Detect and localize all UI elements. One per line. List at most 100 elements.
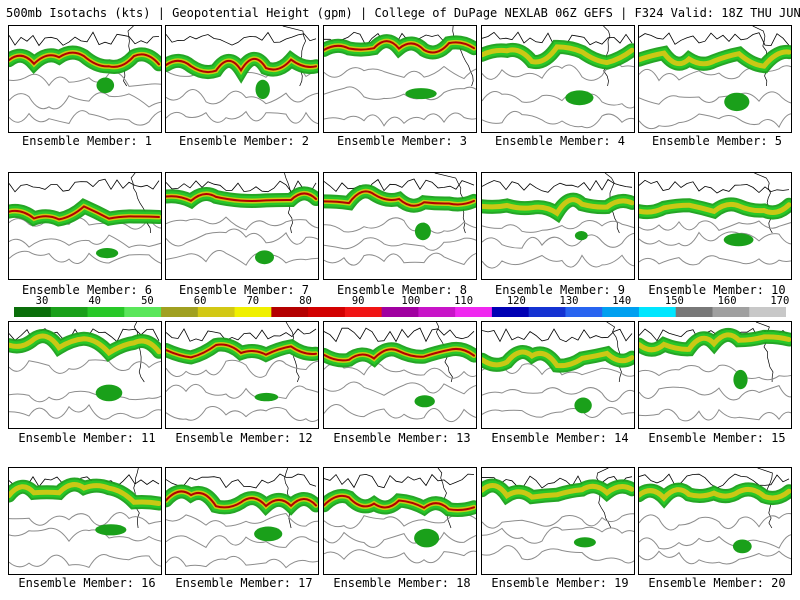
- isotach-band: [482, 197, 634, 217]
- panel-label: Ensemble Member: 5: [651, 134, 783, 148]
- height-contour: [639, 91, 791, 105]
- colorbar-swatch: [14, 307, 52, 317]
- coastline-lines: [282, 26, 306, 87]
- colorbar-swatch: [602, 307, 640, 317]
- height-contour: [9, 71, 161, 87]
- isotach-blob: [95, 384, 123, 402]
- height-contour: [482, 545, 634, 564]
- isotach-band: [9, 205, 160, 221]
- height-contour: [9, 250, 161, 264]
- isotach-blob: [255, 79, 270, 100]
- isotach-blob: [573, 537, 596, 548]
- isotach-band: [324, 494, 475, 512]
- panel-label: Ensemble Member: 19: [491, 576, 629, 590]
- colorbar-swatch: [344, 307, 383, 317]
- height-contour: [324, 362, 476, 379]
- height-contour: [639, 384, 791, 401]
- map-panel-member-13: [323, 321, 477, 429]
- height-contour: [9, 512, 161, 526]
- colorbar-swatch: [197, 307, 236, 317]
- colorbar-tick-label: 80: [299, 295, 312, 307]
- map-panel-member-7: [165, 172, 319, 280]
- height-contour: [9, 92, 161, 110]
- height-contour: [482, 233, 634, 249]
- height-contour: [482, 513, 634, 529]
- isotach-band: [166, 343, 317, 359]
- colorbar-swatch: [87, 307, 125, 317]
- height-contour: [166, 535, 318, 549]
- isotach-blob: [254, 392, 279, 402]
- isotach-blob: [414, 222, 431, 241]
- height-contour: [324, 217, 476, 234]
- isotach-blob: [255, 250, 274, 265]
- panel-label: Ensemble Member: 14: [491, 431, 629, 445]
- map-panel-member-18: [323, 467, 477, 575]
- height-contour: [639, 255, 791, 266]
- isotach-band: [9, 482, 161, 506]
- map-panel-member-17: [165, 467, 319, 575]
- colorbar-swatch: [491, 307, 530, 317]
- map-panel-member-2: [165, 25, 319, 133]
- height-contour: [166, 555, 318, 569]
- isotach-blob: [724, 92, 750, 112]
- coastline-lines: [133, 322, 145, 383]
- height-contour: [482, 407, 634, 418]
- map-panel-member-1: [8, 25, 162, 133]
- height-contour: [324, 252, 476, 266]
- colorbar-tick-label: 150: [664, 295, 684, 307]
- height-contour: [9, 527, 161, 543]
- height-contour: [324, 404, 476, 423]
- map-panel-member-6: [8, 172, 162, 280]
- isotach-blob: [723, 233, 754, 247]
- coastline-lines: [482, 475, 633, 489]
- height-contour: [166, 249, 318, 266]
- panel-label: Ensemble Member: 18: [333, 576, 471, 590]
- height-contour: [639, 534, 791, 550]
- colorbar-swatch: [528, 307, 566, 317]
- height-contour: [166, 512, 318, 527]
- isotach-blob: [405, 88, 437, 100]
- isotach-band: [9, 51, 160, 68]
- coastline-lines: [9, 31, 160, 47]
- colorbar-swatch: [381, 307, 419, 317]
- colorbar-swatch: [124, 307, 162, 317]
- height-contour: [166, 216, 318, 231]
- panel-label: Ensemble Member: 15: [648, 431, 786, 445]
- panel-label: Ensemble Member: 16: [18, 576, 156, 590]
- coastline-lines: [452, 26, 474, 87]
- height-contour: [482, 387, 634, 403]
- height-contour: [9, 403, 161, 420]
- height-contour: [9, 110, 161, 126]
- isotach-band: [482, 44, 634, 66]
- colorbar-tick-label: 60: [193, 295, 207, 307]
- map-panel-member-9: [481, 172, 635, 280]
- isotach-band: [324, 40, 475, 54]
- colorbar-tick-label: 70: [246, 295, 260, 307]
- coastline-lines: [596, 468, 612, 529]
- colorbar-tick-label: 30: [35, 295, 49, 307]
- panel-label: Ensemble Member: 11: [18, 431, 156, 445]
- coastline-lines: [606, 322, 622, 383]
- coastline-lines: [324, 473, 475, 489]
- panel-label: Ensemble Member: 8: [336, 283, 468, 297]
- colorbar-tick-label: 120: [506, 295, 526, 307]
- map-panel-member-10: [638, 172, 792, 280]
- map-panel-member-15: [638, 321, 792, 429]
- map-panel-member-3: [323, 25, 477, 133]
- colorbar-tick-label: 130: [559, 295, 579, 307]
- colorbar-swatch: [50, 307, 89, 317]
- isotach-band: [166, 57, 317, 74]
- coastline-lines: [166, 473, 317, 489]
- height-contour: [639, 220, 791, 232]
- map-panel-member-19: [481, 467, 635, 575]
- colorbar-swatch: [565, 307, 603, 317]
- colorbar: [14, 307, 786, 317]
- height-contour: [9, 216, 161, 230]
- map-panel-member-20: [638, 467, 792, 575]
- isotach-blob: [414, 395, 435, 408]
- isotach-blob: [254, 526, 283, 542]
- colorbar-swatch: [271, 307, 309, 317]
- isotach-blob: [95, 524, 127, 536]
- coastline-lines: [754, 173, 773, 234]
- height-contour: [324, 531, 476, 548]
